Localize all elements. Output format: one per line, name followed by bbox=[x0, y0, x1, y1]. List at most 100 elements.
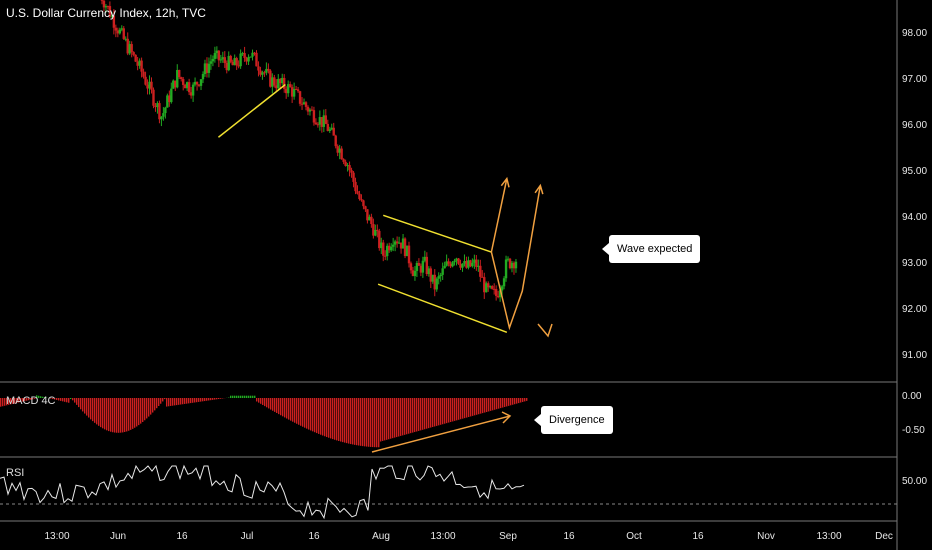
macd-bar bbox=[468, 398, 470, 418]
wave-expected-callout[interactable]: Wave expected bbox=[601, 235, 701, 263]
candle-body bbox=[437, 276, 440, 279]
candle-body bbox=[415, 262, 419, 271]
candle-body bbox=[502, 278, 506, 287]
candle-body bbox=[447, 261, 450, 264]
macd-bar bbox=[4, 398, 6, 406]
macd-bar bbox=[106, 398, 108, 431]
macd-bar bbox=[168, 398, 170, 407]
macd-bar bbox=[12, 398, 14, 404]
candle-body bbox=[227, 55, 230, 71]
candle-body bbox=[197, 84, 201, 86]
candle-body bbox=[237, 65, 240, 67]
macd-bar bbox=[488, 398, 490, 412]
macd-bar bbox=[480, 398, 482, 414]
time-tick-label: Jun bbox=[109, 531, 127, 542]
macd-bar bbox=[42, 396, 44, 398]
macd-bar bbox=[458, 398, 460, 420]
candle-body bbox=[178, 69, 181, 78]
candle-body bbox=[413, 270, 417, 277]
macd-bar bbox=[218, 398, 220, 400]
candle-body bbox=[427, 268, 431, 275]
candle-body bbox=[429, 268, 432, 282]
candle-body bbox=[494, 289, 498, 296]
candle-body bbox=[215, 50, 219, 54]
candle-body bbox=[233, 58, 236, 66]
candle-body bbox=[152, 89, 155, 106]
macd-bar bbox=[284, 398, 286, 418]
macd-bar bbox=[6, 398, 8, 406]
macd-bar bbox=[158, 398, 160, 406]
macd-bar bbox=[160, 398, 162, 404]
macd-bar bbox=[194, 398, 196, 403]
macd-bar bbox=[82, 398, 84, 412]
candle-body bbox=[223, 57, 226, 63]
macd-bar bbox=[174, 398, 176, 406]
macd-bar bbox=[240, 395, 242, 398]
macd-bar bbox=[198, 398, 200, 402]
candle-body bbox=[403, 238, 407, 257]
macd-bar bbox=[522, 398, 524, 402]
candle-body bbox=[205, 63, 209, 73]
candle-body bbox=[378, 230, 381, 249]
macd-bar bbox=[172, 398, 174, 406]
macd-bar bbox=[350, 398, 352, 445]
candle-body bbox=[306, 106, 310, 112]
candle-body bbox=[490, 286, 494, 289]
candle-body bbox=[467, 260, 470, 268]
candle-body bbox=[510, 262, 514, 269]
macd-bar bbox=[58, 398, 60, 401]
candle-body bbox=[506, 258, 510, 260]
macd-bar bbox=[330, 398, 332, 439]
candle-body bbox=[320, 117, 324, 127]
candle-body bbox=[156, 103, 159, 108]
macd-bar bbox=[378, 398, 380, 448]
candle-body bbox=[314, 122, 318, 125]
candle-body bbox=[386, 245, 389, 257]
macd-bar bbox=[388, 398, 390, 440]
macd-bar bbox=[456, 398, 458, 421]
macd-bar bbox=[444, 398, 446, 424]
candle-body bbox=[425, 256, 429, 275]
candle-body bbox=[498, 290, 502, 298]
candle-body bbox=[116, 30, 120, 34]
macd-bar bbox=[72, 398, 74, 401]
candle-body bbox=[344, 161, 347, 166]
time-tick-label: Jul bbox=[240, 531, 254, 542]
candle-body bbox=[419, 265, 423, 273]
candle-body bbox=[421, 260, 425, 273]
macd-bar bbox=[414, 398, 416, 433]
macd-bar bbox=[390, 398, 392, 439]
candle-body bbox=[257, 66, 260, 71]
candle-body bbox=[267, 68, 270, 71]
macd-bar bbox=[334, 398, 336, 440]
macd-bar bbox=[370, 398, 372, 447]
macd-tick-label: 0.00 bbox=[902, 391, 922, 402]
macd-bar bbox=[360, 398, 362, 446]
candle-body bbox=[275, 85, 278, 89]
divergence-callout[interactable]: Divergence bbox=[534, 406, 613, 434]
candle-body bbox=[203, 63, 207, 74]
candle-body bbox=[479, 265, 482, 277]
macd-bar bbox=[294, 398, 296, 423]
candle-body bbox=[304, 102, 308, 107]
candle-body bbox=[380, 242, 383, 249]
time-tick-label: Sep bbox=[499, 531, 517, 542]
candle-body bbox=[391, 244, 395, 247]
candle-body bbox=[271, 77, 274, 87]
candle-body bbox=[142, 71, 145, 77]
time-tick-label: 13:00 bbox=[430, 531, 456, 542]
macd-bar bbox=[248, 395, 250, 398]
macd-bar bbox=[98, 398, 100, 426]
macd-bar bbox=[278, 398, 280, 415]
macd-bar bbox=[86, 398, 88, 416]
time-tick-label: 16 bbox=[176, 531, 188, 542]
early-trendline bbox=[217, 83, 286, 138]
macd-bar bbox=[236, 395, 238, 398]
candle-body bbox=[294, 88, 298, 90]
candle-body bbox=[387, 245, 391, 251]
candle-body bbox=[136, 61, 139, 66]
macd-bar bbox=[20, 398, 22, 403]
candle-body bbox=[255, 52, 258, 67]
candle-body bbox=[253, 52, 256, 54]
